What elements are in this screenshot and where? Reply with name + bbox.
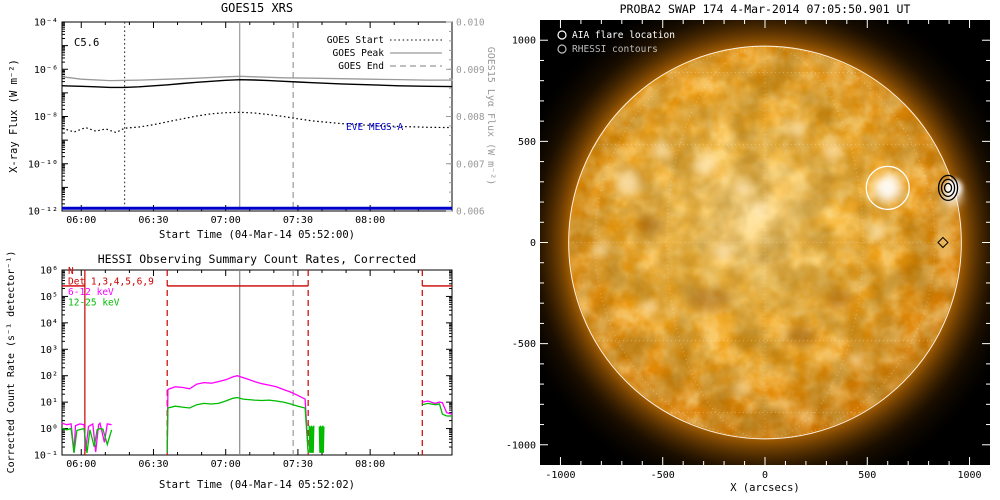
- goes-x-axis-label: Start Time (04-Mar-14 05:52:00): [159, 229, 355, 241]
- plot-frame: [61, 21, 453, 212]
- sun-image-group: [540, 20, 990, 465]
- active-region-glow: [870, 224, 886, 240]
- active-region-glow: [752, 202, 768, 218]
- plot-frame: [61, 269, 453, 456]
- chart-element: [666, 45, 864, 440]
- tick-label: 08:00: [355, 215, 385, 226]
- hessi-chart-title: HESSI Observing Summary Count Rates, Cor…: [97, 252, 417, 266]
- tick-label: 10⁻⁴: [34, 18, 58, 29]
- limb-flare-brightening: [944, 178, 963, 197]
- series-6-12-kev: [61, 375, 453, 453]
- eve-megs-a-label: EVE MEGS-A: [346, 122, 404, 133]
- tick-label: 06:00: [66, 459, 96, 470]
- legend-label: RHESSI contours: [572, 44, 658, 55]
- legend-circle-icon: [557, 30, 567, 40]
- limb-diamond-marker: [937, 236, 949, 249]
- active-region-glow: [735, 381, 749, 395]
- legend-label: GOES Peak: [333, 48, 385, 59]
- solar-limb-circle: [568, 45, 962, 440]
- tick-label: 10⁻¹²: [28, 207, 58, 218]
- series-12-25-kev: [61, 396, 452, 453]
- tick-label: 0.006: [456, 207, 485, 218]
- dark-region: [826, 291, 854, 309]
- tick-label: 06:30: [138, 459, 168, 470]
- tick-label: 07:30: [283, 215, 313, 226]
- active-region-glow: [848, 353, 862, 367]
- tick-label: 10⁶: [40, 266, 58, 277]
- tick-label: 10⁰: [40, 424, 58, 435]
- legend-label: 12-25 keV: [68, 298, 120, 309]
- legend-label: GOES End: [338, 61, 384, 72]
- tick-label: 10⁻¹: [34, 451, 58, 462]
- dark-region: [690, 288, 730, 312]
- swap-solar-image: AIA flare location RHESSI contours -1000 -5…: [506, 20, 990, 481]
- flare-class-label: C5.6: [74, 37, 100, 49]
- tick-label: 10³: [40, 345, 58, 356]
- tick-label: 10⁴: [40, 318, 58, 329]
- swap-image-title: PROBA2 SWAP 174 4-Mar-2014 07:05:50.901 …: [619, 2, 911, 16]
- rhessi-contour: [940, 178, 956, 198]
- active-region-glow: [592, 242, 608, 258]
- tick-label: 10⁻⁶: [34, 65, 58, 76]
- active-region-glow: [653, 141, 671, 159]
- goes-chart-title: GOES15 XRS: [220, 1, 294, 15]
- legend-label: N: [68, 266, 74, 277]
- tick-label: 1000: [957, 470, 981, 481]
- tick-label: 10⁻¹⁰: [28, 159, 58, 170]
- tick-label: 1000: [512, 36, 536, 47]
- active-region-glow: [642, 300, 658, 316]
- tick-label: 0.007: [456, 159, 485, 170]
- tick-label: 06:00: [66, 215, 96, 226]
- active-region-glow: [715, 243, 733, 261]
- swap-x-axis-label: X (arcsecs): [730, 482, 800, 494]
- legend-circle-icon: [557, 44, 567, 54]
- tick-label: -1000: [545, 470, 575, 481]
- tick-label: 0: [530, 238, 536, 249]
- tick-label: 06:30: [138, 215, 168, 226]
- tick-label: -500: [512, 339, 536, 350]
- tick-label: 10²: [40, 371, 58, 382]
- tick-label: 0.010: [456, 18, 485, 29]
- tick-label: 10⁵: [40, 292, 58, 303]
- rhessi-contour: [937, 174, 959, 202]
- tick-label: -500: [651, 470, 675, 481]
- tick-label: 07:00: [211, 215, 241, 226]
- rhessi-contour: [943, 182, 953, 194]
- series-goes15-lya: [62, 75, 453, 82]
- tick-label: 10¹: [40, 398, 58, 409]
- active-region-glow: [874, 174, 902, 202]
- tick-label: 08:00: [355, 459, 385, 470]
- goes-xrs-chart: 06:00 06:30 07:00 07:30 08:00 10⁻⁴ 10⁻⁶ 10⁻⁸ 10⁻…: [28, 18, 485, 227]
- dark-region: [784, 326, 816, 344]
- goes-y-axis-label: X-ray Flux (W m⁻²): [8, 59, 20, 173]
- aia-flare-location-marker: [865, 165, 910, 211]
- tick-label: 0.008: [456, 112, 485, 123]
- tick-label: -1000: [506, 440, 536, 451]
- hessi-x-axis-label: Start Time (04-Mar-14 05:52:02): [159, 479, 355, 491]
- active-region-glow: [823, 143, 841, 161]
- legend-label: Det 1,3,4,5,6,9: [68, 277, 154, 288]
- legend-label: GOES Start: [327, 35, 384, 46]
- hessi-y-axis-label: Corrected Count Rate (s⁻¹ detector⁻¹): [6, 250, 17, 474]
- active-region-glow: [799, 409, 811, 421]
- legend-label: 6-12 keV: [68, 287, 114, 298]
- active-region-glow: [615, 169, 641, 195]
- tick-label: 0: [762, 470, 768, 481]
- active-region-glow: [735, 180, 751, 196]
- hessi-count-rate-chart: 06:00 06:30 07:00 07:30 08:00 10⁻¹ 10⁰ 10¹ 10² 10…: [34, 266, 453, 470]
- dark-region: [637, 217, 663, 233]
- tick-label: 10⁻⁸: [34, 112, 58, 123]
- tick-label: 500: [858, 470, 876, 481]
- legend-label: AIA flare location: [572, 30, 675, 41]
- tick-label: 500: [518, 137, 536, 148]
- goes-right-axis-label: GOES15 Lyα Flux (W m⁻²): [485, 46, 496, 186]
- active-region-glow: [694, 154, 716, 176]
- tick-label: 0.009: [456, 65, 485, 76]
- tick-label: 07:30: [283, 459, 313, 470]
- tick-label: 07:00: [211, 459, 241, 470]
- active-region-glow: [788, 120, 804, 136]
- series-goes-1-8-a: [62, 78, 453, 89]
